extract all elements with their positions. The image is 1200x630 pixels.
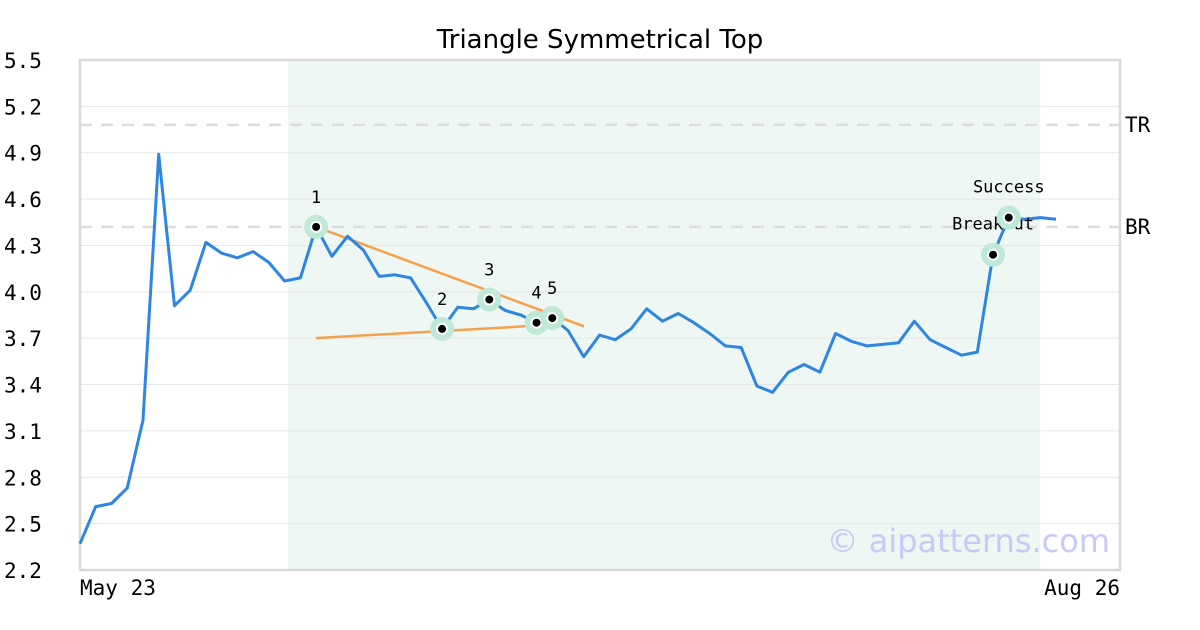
pivot-point xyxy=(546,312,559,325)
y-tick-label: 3.4 xyxy=(4,374,42,398)
gridlines xyxy=(80,105,1120,525)
x-tick-label: May 23 xyxy=(80,576,156,600)
pivot-label: 1 xyxy=(311,188,321,208)
pattern-region-layer xyxy=(288,60,1041,570)
y-tick-label: 2.5 xyxy=(4,513,42,537)
y-tick-label: 4.0 xyxy=(4,281,42,305)
pivot-point xyxy=(310,220,323,233)
plot-frame xyxy=(78,58,1122,572)
pivot-label: 5 xyxy=(547,279,557,299)
y-tick-label: 5.5 xyxy=(4,49,42,73)
price-series-line xyxy=(78,152,1057,545)
x-axis-ticks: May 23 Aug 26 xyxy=(80,576,1120,600)
pivot-point xyxy=(436,322,449,335)
pivot-label: 3 xyxy=(484,261,494,281)
annotation-label: Breakout xyxy=(952,215,1034,235)
chart-title: Triangle Symmetrical Top xyxy=(436,25,764,55)
y-tick-label: 3.7 xyxy=(4,327,42,351)
pivot-point xyxy=(483,293,496,306)
y-tick-label: 5.2 xyxy=(4,95,42,119)
upper-trend-line xyxy=(315,225,585,328)
pivot-points: 1 2 3 4 5 xyxy=(304,188,565,341)
y-tick-label: 2.8 xyxy=(4,466,42,490)
annotation-point xyxy=(987,248,1000,261)
reference-label-tr: TR xyxy=(1125,113,1151,137)
pivot-label: 2 xyxy=(437,290,447,310)
annotations: Breakout Success xyxy=(952,178,1045,267)
y-tick-label: 4.6 xyxy=(4,188,42,212)
pattern-region xyxy=(288,60,1041,570)
y-tick-label: 4.9 xyxy=(4,142,42,166)
annotation-point xyxy=(1002,211,1015,224)
reference-lines: TR BR xyxy=(80,113,1151,239)
annotation-label: Success xyxy=(973,178,1045,198)
pivot-label: 4 xyxy=(531,284,541,304)
x-tick-label: Aug 26 xyxy=(1044,576,1120,600)
y-tick-label: 4.3 xyxy=(4,234,42,258)
watermark: © aipatterns.com xyxy=(827,522,1110,560)
reference-label-br: BR xyxy=(1125,215,1151,239)
y-tick-label: 2.2 xyxy=(4,559,42,583)
y-tick-label: 3.1 xyxy=(4,420,42,444)
y-axis-ticks: 5.5 5.2 4.9 4.6 4.3 4.0 3.7 3.4 3.1 2.8 2.5 2.2 xyxy=(4,49,42,583)
series-layer xyxy=(78,152,1057,545)
pivot-point xyxy=(530,316,543,329)
